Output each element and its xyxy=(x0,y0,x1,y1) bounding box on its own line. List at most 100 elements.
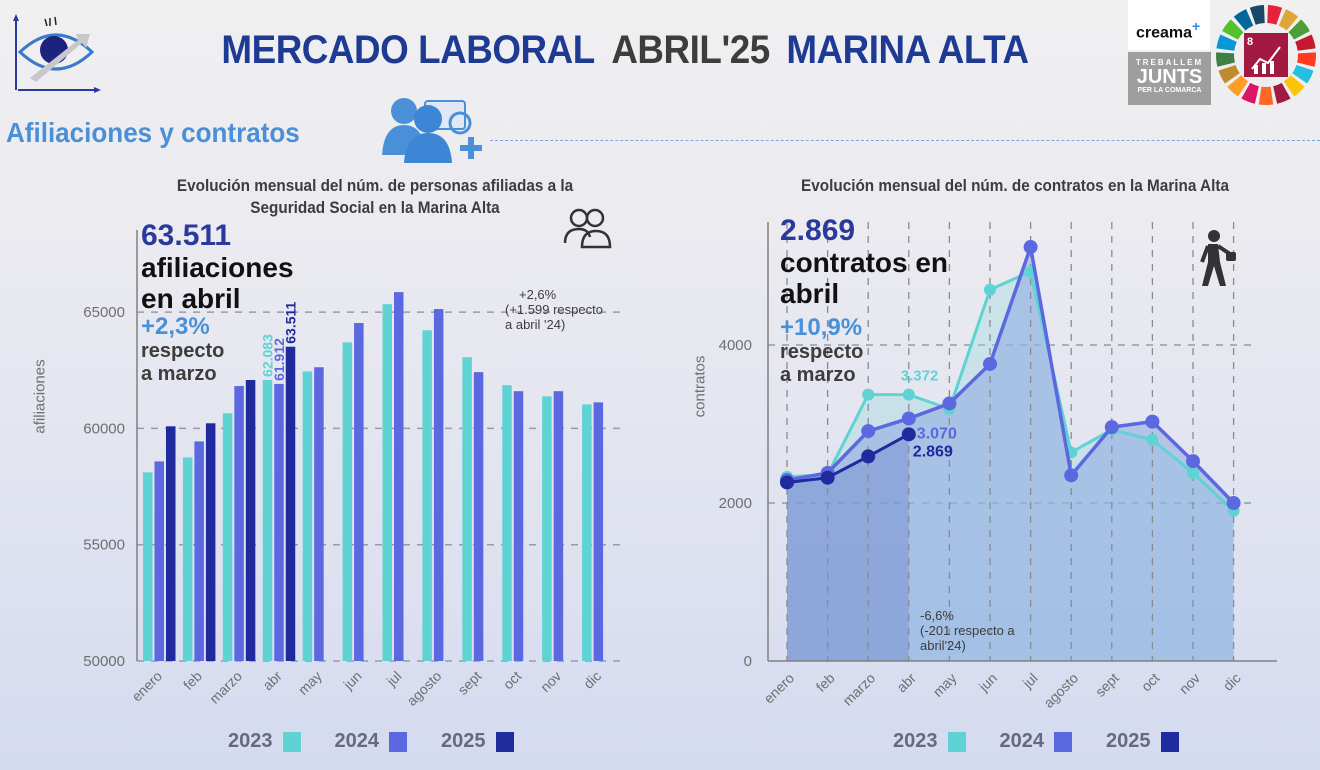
bar-2024-enero xyxy=(154,461,164,661)
legend-2024-label: 2024 xyxy=(334,730,380,752)
point-2024-marzo xyxy=(861,424,876,439)
right-legend: 2023 2024 2025 xyxy=(893,730,1179,753)
svg-text:60000: 60000 xyxy=(83,420,125,437)
point-2023-abr xyxy=(902,388,915,401)
contracts-text-2: abril xyxy=(780,278,840,309)
svg-text:55000: 55000 xyxy=(83,537,125,554)
affiliations-change-text-1: respecto xyxy=(141,340,225,362)
bar-2025-enero xyxy=(166,426,176,661)
legend-2023: 2023 xyxy=(893,730,966,753)
legend-2023-swatch xyxy=(282,731,301,752)
svg-text:50000: 50000 xyxy=(83,653,125,670)
bar-2023-abr xyxy=(262,379,273,661)
right-chart-title: Evolución mensual del núm. de contratos … xyxy=(801,176,1229,195)
affiliations-change-text-2: a marzo xyxy=(141,363,217,385)
legend-2025-label: 2025 xyxy=(1106,730,1151,752)
treballem-line3: PER LA COMARCA xyxy=(1137,87,1202,94)
creama-plus: + xyxy=(1192,18,1201,34)
svg-text:3.070: 3.070 xyxy=(917,425,957,442)
svg-text:dic: dic xyxy=(1220,670,1244,694)
treballem-junts-logo: TREBALLEM JUNTS PER LA COMARCA xyxy=(1128,52,1211,105)
left-annual-line2: (+1.599 respecto xyxy=(505,302,603,317)
bar-2023-marzo xyxy=(222,413,233,661)
bar-2024-nov xyxy=(553,391,564,661)
svg-text:oct: oct xyxy=(1138,670,1163,695)
svg-text:jun: jun xyxy=(975,670,1000,695)
svg-text:enero: enero xyxy=(760,670,797,707)
treballem-line1: TREBALLEM xyxy=(1135,58,1204,67)
eye-chart-logo xyxy=(8,10,118,95)
bar-2024-feb xyxy=(194,441,204,661)
legend-2025-swatch xyxy=(1160,731,1179,752)
legend-2024: 2024 xyxy=(334,730,407,753)
svg-text:abr: abr xyxy=(893,670,919,696)
point-2025-marzo xyxy=(861,449,876,464)
legend-2024-label: 2024 xyxy=(999,730,1045,752)
section-divider xyxy=(490,140,1320,141)
title-market: MERCADO LABORAL xyxy=(221,28,595,72)
bar-2023-feb xyxy=(182,457,193,661)
affiliations-value: 63.511 xyxy=(141,219,232,252)
svg-text:feb: feb xyxy=(813,670,838,695)
legend-2023-label: 2023 xyxy=(893,730,938,752)
right-annual-note: -6,6% (-201 respecto a abril'24) xyxy=(920,608,1015,653)
contracts-text-1: contratos en xyxy=(780,247,949,278)
legend-2024: 2024 xyxy=(999,730,1072,753)
sdg-wheel-icon: 8 xyxy=(1216,5,1316,105)
point-2024-may xyxy=(942,396,957,411)
bar-2024-abr xyxy=(274,383,284,661)
eye-chart-icon xyxy=(13,14,101,93)
svg-text:65000: 65000 xyxy=(83,304,125,321)
point-2024-sept xyxy=(1104,420,1119,435)
people-settings-icon xyxy=(380,95,490,165)
svg-text:agosto: agosto xyxy=(1040,670,1081,711)
point-2023-oct xyxy=(1146,433,1159,446)
svg-text:2.869: 2.869 xyxy=(913,443,953,460)
point-2023-marzo xyxy=(862,388,875,401)
bar-2025-abr xyxy=(285,346,296,661)
svg-text:sept: sept xyxy=(1092,670,1122,700)
sdg-number: 8 xyxy=(1247,36,1253,48)
bar-2024-jul xyxy=(394,292,404,661)
right-annual-line2: (-201 respecto a xyxy=(920,623,1015,638)
svg-text:may: may xyxy=(930,670,960,700)
legend-2024-swatch xyxy=(1054,731,1072,752)
title-region: MARINA ALTA xyxy=(786,28,1029,72)
svg-text:jul: jul xyxy=(1019,670,1041,692)
svg-text:marzo: marzo xyxy=(839,670,878,709)
left-headline: 63.511 afiliaciones en abril +2,3% respe… xyxy=(141,220,294,386)
svg-text:4000: 4000 xyxy=(719,337,752,354)
bar-2023-nov xyxy=(542,396,552,661)
bar-2023-sept xyxy=(462,357,472,661)
legend-2025: 2025 xyxy=(1106,730,1179,753)
bar-2023-jun xyxy=(342,342,353,661)
bar-2024-sept xyxy=(473,372,484,661)
point-2025-enero xyxy=(780,475,794,490)
bar-2024-jun xyxy=(354,323,364,661)
left-chart-title: Evolución mensual del núm. de personas a… xyxy=(176,176,574,217)
affiliations-text-1: afiliaciones xyxy=(141,252,294,283)
right-headline: 2.869 contratos en abril +10,9% respecto… xyxy=(780,215,948,387)
bar-2023-oct xyxy=(502,385,512,661)
right-y-axis-label: contratos xyxy=(691,355,709,418)
svg-text:61.912: 61.912 xyxy=(271,338,287,381)
bar-2024-marzo xyxy=(234,386,244,661)
bar-2023-dic xyxy=(582,404,592,661)
left-annual-pct: +2,6% xyxy=(519,287,557,302)
affiliations-monthly-change: +2,3% xyxy=(141,313,210,340)
contracts-change-text-1: respecto xyxy=(780,341,864,363)
bar-2023-agosto xyxy=(422,330,432,661)
svg-text:2000: 2000 xyxy=(719,495,752,512)
bar-2024-dic xyxy=(593,402,604,661)
bar-2025-feb xyxy=(205,423,216,661)
affiliations-text-2: en abril xyxy=(141,283,241,314)
legend-2025-label: 2025 xyxy=(441,730,486,752)
legend-2023-swatch xyxy=(947,731,966,752)
bar-2025-marzo xyxy=(245,380,256,661)
contracts-value: 2.869 xyxy=(780,214,856,247)
legend-2025: 2025 xyxy=(441,730,514,753)
point-2024-jul xyxy=(1023,240,1038,255)
bar-2023-may xyxy=(302,371,313,661)
